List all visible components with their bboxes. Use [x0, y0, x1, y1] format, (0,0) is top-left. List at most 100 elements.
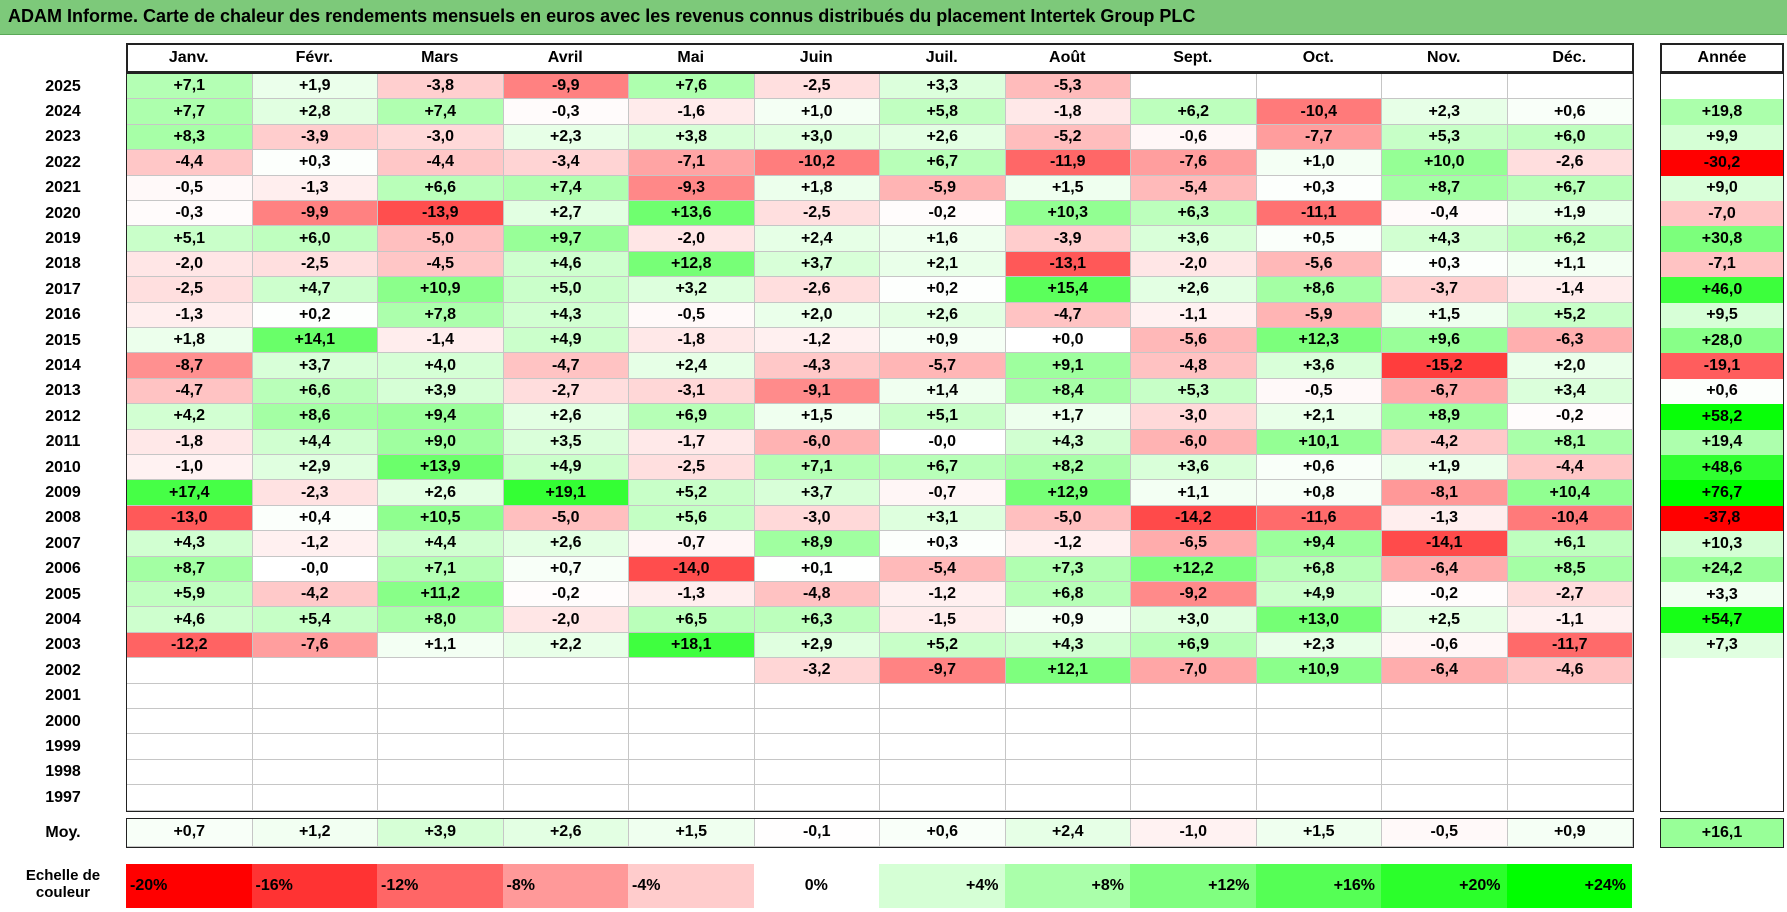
heatmap-cell	[629, 683, 755, 709]
heatmap-cell: -8,7	[127, 353, 253, 379]
heatmap-cell: -1,6	[629, 99, 755, 125]
heatmap-cell: -1,1	[1131, 302, 1257, 328]
heatmap-cell	[378, 683, 504, 709]
average-cell: +1,5	[1256, 818, 1382, 847]
heatmap-cell: +12,1	[1005, 658, 1131, 684]
heatmap-cell: -3,1	[629, 378, 755, 405]
heatmap-cell	[378, 709, 504, 735]
heatmap-cell: +3,1	[880, 505, 1006, 532]
heatmap-cell: -7,0	[1131, 658, 1257, 684]
heatmap-cell: +4,4	[252, 429, 378, 455]
heatmap-cell: +6,2	[1131, 99, 1257, 125]
heatmap-cell: +6,7	[880, 150, 1006, 176]
heatmap-cell: +3,7	[754, 251, 880, 278]
legend-swatch: +8%	[1004, 863, 1130, 908]
heatmap-cell: -5,2	[1005, 124, 1131, 151]
heatmap-cell	[252, 709, 378, 735]
heatmap-cell: -9,7	[880, 658, 1006, 684]
heatmap-cell: +5,0	[503, 277, 629, 303]
heatmap-cell: +4,9	[503, 455, 629, 481]
year-label: 2009	[45, 484, 81, 502]
heatmap-cell	[503, 734, 629, 760]
heatmap-cell: +0,6	[1507, 99, 1633, 125]
heatmap-cell: +1,1	[1131, 480, 1257, 506]
heatmap-cell: -1,2	[754, 328, 880, 354]
heatmap-cell: +8,0	[378, 607, 504, 633]
average-annual-cell: +16,1	[1661, 818, 1783, 847]
heatmap-cell: +3,0	[1131, 607, 1257, 633]
annual-cell: +46,0	[1661, 277, 1783, 303]
average-cell: +2,4	[1005, 818, 1131, 847]
annual-cell: +58,2	[1661, 404, 1783, 430]
heatmap-cell	[127, 734, 253, 760]
heatmap-cell: -2,3	[252, 480, 378, 506]
heatmap-cell: +3,6	[1131, 455, 1257, 481]
legend-swatch: -16%	[251, 863, 377, 908]
heatmap-cell: +0,3	[252, 150, 378, 176]
heatmap-cell: -0,2	[1507, 404, 1633, 430]
heatmap-cell: -7,6	[1131, 150, 1257, 176]
heatmap-cell: -3,2	[754, 658, 880, 684]
month-header: Juin	[799, 49, 833, 66]
heatmap-cell: +1,5	[1005, 175, 1131, 201]
heatmap-cell: +0,2	[252, 302, 378, 328]
heatmap-cell: +10,4	[1507, 480, 1633, 506]
heatmap-cell: -0,5	[1256, 378, 1382, 405]
heatmap-cell: +4,2	[127, 404, 253, 430]
heatmap-cell: -0,3	[503, 99, 629, 125]
heatmap-cell: +4,4	[378, 531, 504, 557]
heatmap-cell: +4,6	[503, 251, 629, 278]
heatmap-cell	[629, 785, 755, 811]
average-cell: +2,6	[503, 818, 629, 847]
year-label: 2005	[45, 585, 81, 603]
heatmap-cell: -13,0	[127, 505, 253, 532]
heatmap-cell: +1,5	[1382, 302, 1508, 328]
heatmap-cell	[1131, 74, 1257, 100]
annual-cell	[1661, 759, 1783, 786]
heatmap-cell: -5,6	[1131, 328, 1257, 354]
annual-cell: +9,5	[1661, 302, 1783, 328]
heatmap-cell	[378, 658, 504, 684]
heatmap-cell: -2,0	[629, 226, 755, 252]
heatmap-cell	[503, 683, 629, 709]
heatmap-cell: -3,8	[378, 74, 504, 100]
heatmap-cell: -4,2	[1382, 429, 1508, 455]
heatmap-cell: +7,3	[1005, 556, 1131, 582]
heatmap-cell: +7,1	[378, 556, 504, 582]
heatmap-cell: -6,3	[1507, 328, 1633, 354]
heatmap-cell: +1,9	[1382, 455, 1508, 481]
year-label: 2025	[45, 77, 81, 95]
heatmap-cell	[1131, 709, 1257, 735]
heatmap-cell: -4,7	[1005, 302, 1131, 328]
heatmap-cell	[1256, 709, 1382, 735]
heatmap-cell: -1,8	[629, 328, 755, 354]
heatmap-cell: -7,6	[252, 632, 378, 659]
heatmap-cell: +0,8	[1256, 480, 1382, 506]
heatmap-cell: +4,3	[1005, 429, 1131, 455]
month-header: Août	[1049, 49, 1086, 66]
month-header-frame	[126, 43, 1634, 73]
heatmap-cell: -3,0	[754, 505, 880, 532]
heatmap-cell: +8,6	[1256, 277, 1382, 303]
heatmap-cell: +13,6	[629, 201, 755, 227]
year-label: 2003	[45, 636, 81, 654]
heatmap-cell: -1,1	[1507, 607, 1633, 633]
heatmap-cell: +3,9	[378, 378, 504, 405]
heatmap-cell: -0,7	[880, 480, 1006, 506]
heatmap-cell: +5,2	[1507, 302, 1633, 328]
heatmap-cell	[629, 759, 755, 786]
heatmap-cell: -6,4	[1382, 556, 1508, 582]
annual-cell	[1661, 658, 1783, 684]
heatmap-cell: -2,6	[1507, 150, 1633, 176]
year-label: 2007	[45, 534, 81, 552]
heatmap-cell	[880, 785, 1006, 811]
annual-cell: +24,2	[1661, 556, 1783, 582]
heatmap-cell: -3,4	[503, 150, 629, 176]
heatmap-cell: +5,1	[127, 226, 253, 252]
heatmap-cell	[880, 683, 1006, 709]
heatmap-cell: -6,0	[1131, 429, 1257, 455]
heatmap-cell: +2,4	[629, 353, 755, 379]
heatmap-cell: +4,9	[1256, 582, 1382, 608]
heatmap-cell	[127, 683, 253, 709]
heatmap-cell: +12,9	[1005, 480, 1131, 506]
